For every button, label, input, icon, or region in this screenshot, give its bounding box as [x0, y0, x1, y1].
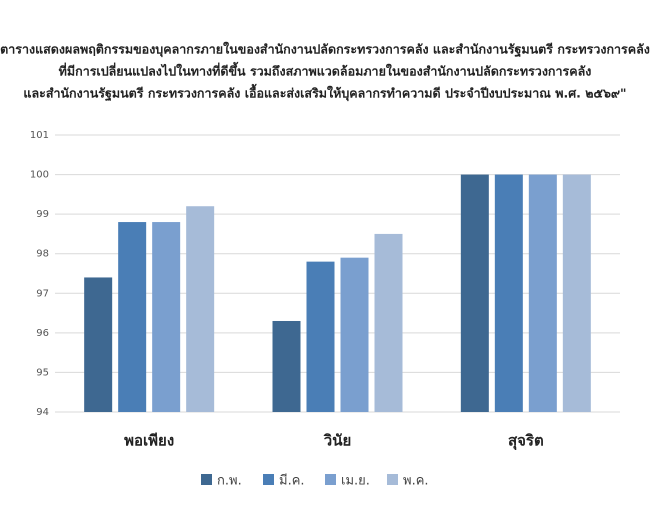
bar	[272, 320, 301, 412]
bar	[494, 174, 523, 412]
y-tick-label: 101	[30, 130, 49, 141]
bar	[562, 174, 591, 412]
x-tick-label: วินัย	[323, 432, 351, 450]
bar	[340, 257, 369, 412]
legend-label: มี.ค.	[279, 473, 305, 489]
bar	[528, 174, 557, 412]
chart-title: ตารางแสดงผลพฤติกรรมของบุคลากรภายในของสำน…	[0, 42, 650, 58]
y-tick-label: 99	[36, 209, 49, 220]
legend-swatch	[325, 474, 336, 485]
y-tick-label: 100	[30, 170, 49, 181]
y-tick-label: 94	[36, 407, 49, 418]
bar	[374, 233, 403, 412]
bar	[118, 222, 147, 412]
y-tick-label: 98	[36, 249, 49, 260]
legend-label: พ.ค.	[403, 474, 429, 489]
legend-swatch	[263, 474, 274, 485]
legend-swatch	[201, 474, 212, 485]
y-tick-label: 95	[36, 367, 49, 378]
legend-label: ก.พ.	[217, 474, 242, 489]
x-tick-label: สุจริต	[508, 432, 544, 451]
chart-title: และสำนักงานรัฐมนตรี กระทรวงการคลัง เอื้อ…	[23, 84, 626, 102]
bar	[84, 277, 113, 412]
y-tick-label: 96	[36, 328, 49, 339]
legend-label: เม.ย.	[341, 474, 370, 489]
bar	[460, 174, 489, 412]
x-tick-label: พอเพียง	[124, 432, 174, 450]
bar	[306, 261, 335, 412]
legend-swatch	[387, 474, 398, 485]
bar	[152, 222, 181, 412]
bar	[186, 206, 215, 412]
y-tick-label: 97	[36, 288, 49, 299]
chart-title: ที่มีการเปลี่ยนแปลงไปในทางที่ดีขึ้น รวมถ…	[59, 62, 592, 79]
